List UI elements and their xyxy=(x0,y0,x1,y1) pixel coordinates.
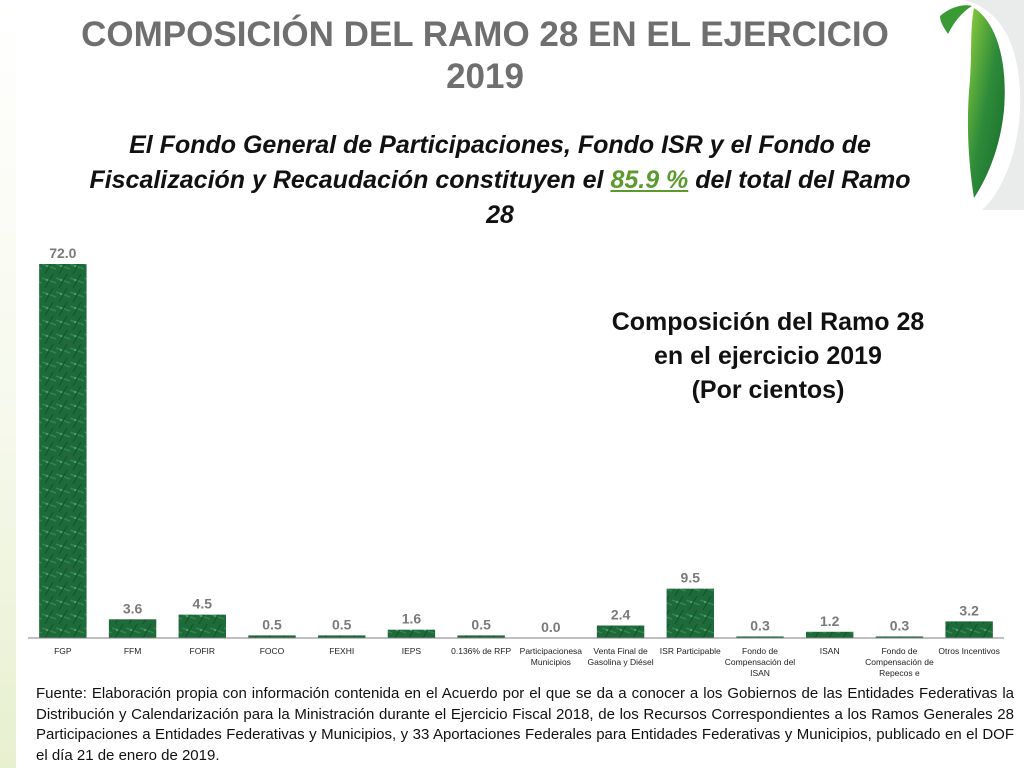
bar xyxy=(806,631,854,638)
bar xyxy=(457,635,505,638)
category-label: Fondo de xyxy=(742,646,778,656)
bar-value-label: 1.2 xyxy=(820,613,840,629)
summary-line-1: El Fondo General de Participaciones, Fon… xyxy=(129,131,871,159)
bar xyxy=(666,588,714,638)
bar xyxy=(945,621,993,638)
bar xyxy=(318,635,366,638)
bar xyxy=(248,635,296,638)
bar xyxy=(39,264,87,638)
category-label: FOFIR xyxy=(190,646,216,656)
chart-title-line-2: en el ejercicio 2019 xyxy=(654,342,882,370)
category-label: IEPS xyxy=(402,646,422,656)
percentage-highlight: 85.9 % xyxy=(610,166,689,194)
bar-value-label: 0.3 xyxy=(890,617,910,633)
summary-statement: El Fondo General de Participaciones, Fon… xyxy=(16,128,984,233)
category-label: FGP xyxy=(54,646,72,656)
category-label: Repecos e xyxy=(879,668,920,678)
category-label: Participacionesa xyxy=(520,646,583,656)
category-label: 0.136% de RFP xyxy=(451,646,511,656)
category-label: Fondo de xyxy=(881,646,917,656)
bar xyxy=(736,636,784,638)
category-label: Compensación del xyxy=(725,657,796,667)
bar-value-label: 9.5 xyxy=(681,570,701,586)
category-label: FFM xyxy=(124,646,141,656)
bar xyxy=(387,629,436,638)
category-label: ISAN xyxy=(820,646,840,656)
bar-value-label: 3.2 xyxy=(959,602,979,618)
bar-value-label: 4.5 xyxy=(193,596,213,612)
bar-value-label: 0.3 xyxy=(750,617,770,633)
bar-value-label: 72.0 xyxy=(49,245,76,261)
bar-value-label: 3.6 xyxy=(123,600,143,616)
summary-line-2-end: del total del Ramo xyxy=(688,166,911,194)
category-label: Venta Final de xyxy=(593,646,648,656)
summary-line-2: Fiscalización y Recaudación constituyen … xyxy=(16,163,984,198)
summary-line-2-start: Fiscalización y Recaudación constituyen … xyxy=(89,166,611,194)
category-label: FOCO xyxy=(260,646,285,656)
chart-title-line-3: (Por cientos) xyxy=(691,376,845,404)
bar-chart: 72.0 3.6 4.5 0.5 0.5 1.6 0.5 0.0 2.4 9.5 0.3 1.2 0.3… xyxy=(28,245,1004,678)
bar xyxy=(178,614,226,638)
category-label: ISAN xyxy=(750,668,770,678)
category-label: Otros Incentivos xyxy=(938,646,999,656)
leaf-logo-icon xyxy=(934,0,1024,210)
bar-value-label: 0.5 xyxy=(262,616,282,632)
category-label: FEXHI xyxy=(329,646,354,656)
chart-title: Composición del Ramo 28 en el ejercicio … xyxy=(540,305,996,407)
page-title-line-1: COMPOSICIÓN DEL RAMO 28 EN EL EJERCICIO xyxy=(81,15,889,54)
bar-value-label: 2.4 xyxy=(611,607,631,623)
category-label: ISR Participable xyxy=(660,646,721,656)
chart-title-line-1: Composición del Ramo 28 xyxy=(611,308,925,336)
page-title: COMPOSICIÓN DEL RAMO 28 EN EL EJERCICIO … xyxy=(40,14,930,98)
bar xyxy=(875,636,924,638)
source-note: Fuente: Elaboración propia con informaci… xyxy=(36,685,1014,764)
bar-value-label: 0.5 xyxy=(332,616,352,632)
bar xyxy=(108,619,157,638)
left-accent-band xyxy=(0,0,16,768)
bar-value-label: 0.0 xyxy=(541,619,561,635)
category-label: Compensación de xyxy=(865,657,934,667)
category-label: Gasolina y Diésel xyxy=(588,657,654,667)
bar-value-label: 1.6 xyxy=(402,611,422,627)
bar xyxy=(596,625,645,638)
page-title-line-2: 2019 xyxy=(446,57,524,96)
summary-line-3: 28 xyxy=(486,201,514,229)
bar-value-label: 0.5 xyxy=(471,616,491,632)
category-label: Municipios xyxy=(531,657,571,667)
